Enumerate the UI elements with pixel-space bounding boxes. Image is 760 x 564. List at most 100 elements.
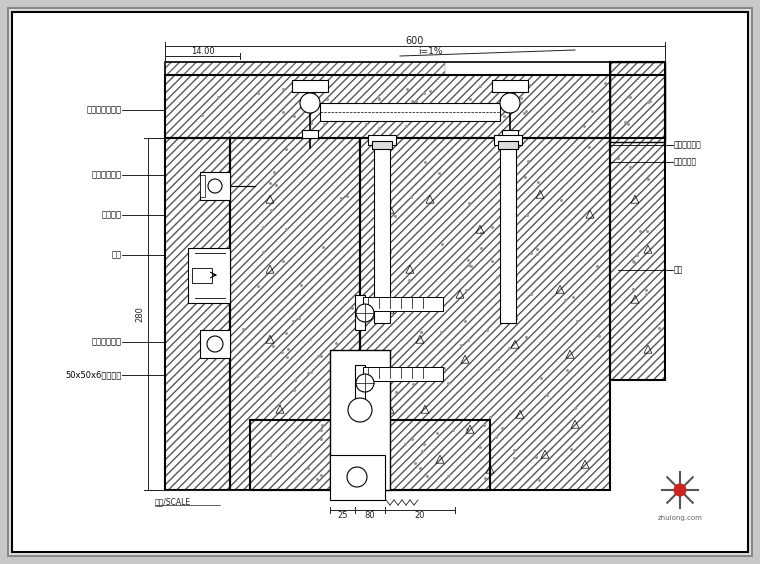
Circle shape <box>207 336 223 352</box>
Point <box>461 255 473 265</box>
Point <box>375 457 388 466</box>
Circle shape <box>500 93 520 113</box>
Point <box>583 142 595 151</box>
Bar <box>165 75 665 138</box>
Bar <box>200 172 230 200</box>
Bar <box>188 248 230 303</box>
Point <box>455 341 467 350</box>
Point <box>316 420 328 429</box>
Text: 砖石振动层: 砖石振动层 <box>674 157 697 166</box>
Point <box>567 293 579 302</box>
Point <box>407 380 420 389</box>
Point <box>340 446 353 455</box>
Point <box>481 325 493 334</box>
Bar <box>355 365 365 400</box>
Point <box>626 285 638 294</box>
Point <box>373 95 385 104</box>
Point <box>571 317 583 326</box>
Point <box>436 240 448 249</box>
Circle shape <box>674 484 686 496</box>
Bar <box>230 138 360 490</box>
Bar <box>165 62 665 75</box>
Point <box>401 84 413 93</box>
Point <box>524 81 537 90</box>
Point <box>641 98 654 107</box>
Point <box>434 104 446 113</box>
Bar <box>330 455 385 500</box>
Point <box>264 450 276 459</box>
Point <box>459 316 471 325</box>
Point <box>277 256 289 265</box>
Point <box>375 105 388 114</box>
Point <box>293 313 305 322</box>
Bar <box>360 138 610 490</box>
Point <box>644 97 656 106</box>
Circle shape <box>208 179 222 193</box>
Point <box>418 439 430 448</box>
Point <box>508 238 521 247</box>
Point <box>473 443 486 452</box>
Point <box>469 112 481 121</box>
Point <box>382 395 394 404</box>
Bar <box>610 62 665 142</box>
Point <box>463 113 475 122</box>
Bar <box>165 138 230 490</box>
Point <box>371 451 383 460</box>
Bar <box>498 141 518 149</box>
Point <box>496 424 508 433</box>
Point <box>531 177 543 186</box>
Bar <box>368 135 396 145</box>
Point <box>556 196 568 205</box>
Bar <box>165 75 665 138</box>
Text: 不锈锂干挂件: 不锈锂干挂件 <box>92 337 122 346</box>
Bar <box>330 350 390 490</box>
Point <box>520 333 532 342</box>
Point <box>271 180 283 190</box>
Text: 混凝土建道层: 混凝土建道层 <box>674 140 701 149</box>
Point <box>569 404 581 413</box>
Point <box>196 111 208 120</box>
Point <box>640 289 652 298</box>
Point <box>264 179 276 188</box>
Point <box>309 84 321 93</box>
Point <box>321 95 333 104</box>
Point <box>312 351 325 360</box>
Point <box>492 365 505 374</box>
Point <box>289 376 301 385</box>
Point <box>472 112 484 121</box>
Point <box>530 452 543 461</box>
Point <box>424 86 436 95</box>
Point <box>505 186 517 195</box>
Bar <box>502 130 518 138</box>
Point <box>475 228 487 237</box>
Point <box>641 174 654 183</box>
Point <box>628 258 640 267</box>
Text: 50x50x6角锂骨架: 50x50x6角锂骨架 <box>65 371 122 380</box>
Point <box>533 476 545 485</box>
Point <box>486 257 499 266</box>
Text: i=1%: i=1% <box>418 47 442 56</box>
Circle shape <box>356 374 374 392</box>
Point <box>339 458 351 467</box>
Point <box>282 345 294 354</box>
Point <box>390 387 402 396</box>
Bar <box>302 130 318 138</box>
Point <box>346 304 358 313</box>
Point <box>410 97 422 106</box>
Point <box>578 122 591 131</box>
Circle shape <box>347 467 367 487</box>
Point <box>288 385 300 394</box>
Point <box>277 85 290 94</box>
Point <box>255 116 268 125</box>
Point <box>521 210 534 219</box>
Point <box>461 336 473 345</box>
Point <box>373 124 385 133</box>
Point <box>518 108 530 117</box>
Point <box>404 192 416 201</box>
Point <box>625 162 637 171</box>
Text: 石材中间纵边缝: 石材中间纵边缝 <box>87 105 122 114</box>
Point <box>341 192 353 201</box>
Point <box>372 92 384 101</box>
Point <box>350 447 362 456</box>
Point <box>281 440 293 450</box>
